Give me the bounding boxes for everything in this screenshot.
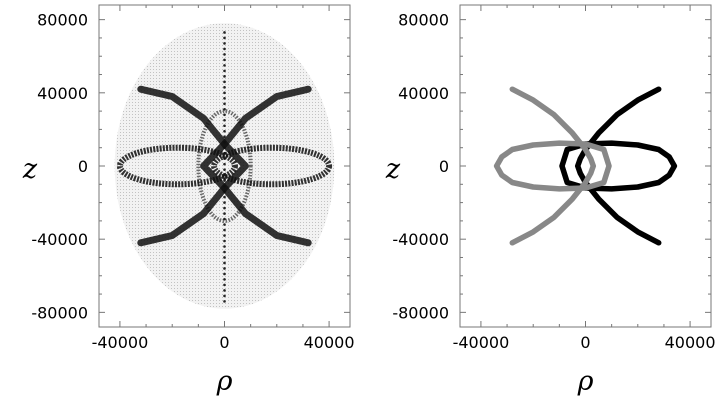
- y-axis-label: z: [385, 154, 401, 185]
- y-axis-label: z: [22, 154, 38, 185]
- axis-density-dot: [223, 80, 226, 84]
- axis-density-dot: [223, 91, 226, 95]
- x-tick-label: -40000: [92, 333, 149, 352]
- y-tick-label: 80000: [398, 11, 449, 30]
- axis-density-dot: [223, 31, 226, 34]
- axis-density-dot: [223, 162, 226, 166]
- density-curve-2: [137, 85, 249, 247]
- axis-density-dot: [223, 289, 226, 292]
- orbit-series-3: [493, 140, 612, 192]
- axis-density-dot: [223, 294, 226, 298]
- density-core: [196, 109, 253, 223]
- orbit-series-1: [559, 140, 678, 192]
- axis-density-dot: [223, 228, 226, 232]
- plot-area: [493, 86, 678, 246]
- axis-density-dot: [223, 267, 226, 270]
- axis-density-dot: [223, 239, 226, 243]
- axis-density-dot: [223, 42, 226, 45]
- y-tick-label: 0: [78, 157, 88, 176]
- axis-density-dot: [223, 97, 226, 100]
- plot-area: [114, 23, 335, 309]
- axis-density-dot: [223, 86, 226, 89]
- y-tick-label: -80000: [31, 303, 88, 322]
- axis-density-dot: [223, 223, 226, 226]
- axis-density-dot: [223, 261, 226, 265]
- x-tick-label: 40000: [665, 333, 716, 352]
- x-tick-label: -40000: [453, 333, 510, 352]
- density-curve-3: [200, 85, 312, 247]
- axis-density-dot: [223, 245, 226, 248]
- axis-density-dot: [223, 250, 226, 254]
- y-tick-label: 40000: [37, 84, 88, 103]
- y-tick-label: 80000: [37, 11, 88, 30]
- y-tick-label: 0: [439, 157, 449, 176]
- axis-density-dot: [223, 256, 226, 259]
- axis-density-dot: [223, 53, 226, 56]
- axis-density-dot: [223, 129, 226, 133]
- axis-density-dot: [223, 124, 226, 128]
- orbit-series-2: [509, 86, 597, 246]
- axis-density-dot: [223, 206, 226, 210]
- orbit-series-0: [574, 86, 662, 246]
- axis-density-dot: [223, 58, 226, 62]
- x-tick-label: 0: [219, 333, 229, 352]
- axis-density-dot: [223, 278, 226, 281]
- axis-density-dot: [223, 102, 226, 106]
- density-loop-1: [211, 144, 333, 188]
- x-axis-label: ρ: [577, 366, 594, 397]
- axis-density-dot: [223, 75, 226, 78]
- x-axis-label: ρ: [216, 366, 233, 397]
- axis-density-dot: [223, 64, 226, 67]
- axis-density-dot: [223, 135, 226, 139]
- axis-density-dot: [223, 47, 226, 51]
- axis-density-dot: [223, 300, 226, 303]
- axis-density-dot: [223, 283, 226, 287]
- axis-density-dot: [223, 36, 226, 40]
- axis-density-dot: [223, 113, 226, 117]
- axis-density-dot: [223, 69, 226, 73]
- y-tick-label: -40000: [392, 230, 449, 249]
- axis-density-dot: [223, 272, 226, 276]
- y-tick-label: -40000: [31, 230, 88, 249]
- axis-density-dot: [223, 195, 226, 199]
- y-tick-label: -80000: [392, 303, 449, 322]
- density-loop-0: [116, 144, 238, 188]
- x-tick-label: 40000: [304, 333, 355, 352]
- axis-density-dot: [223, 212, 226, 215]
- axis-density-dot: [223, 201, 226, 204]
- axis-density-dot: [223, 234, 226, 237]
- x-tick-label: 0: [580, 333, 590, 352]
- axis-density-dot: [223, 168, 226, 171]
- y-tick-label: 40000: [398, 84, 449, 103]
- axis-density-dot: [223, 118, 226, 122]
